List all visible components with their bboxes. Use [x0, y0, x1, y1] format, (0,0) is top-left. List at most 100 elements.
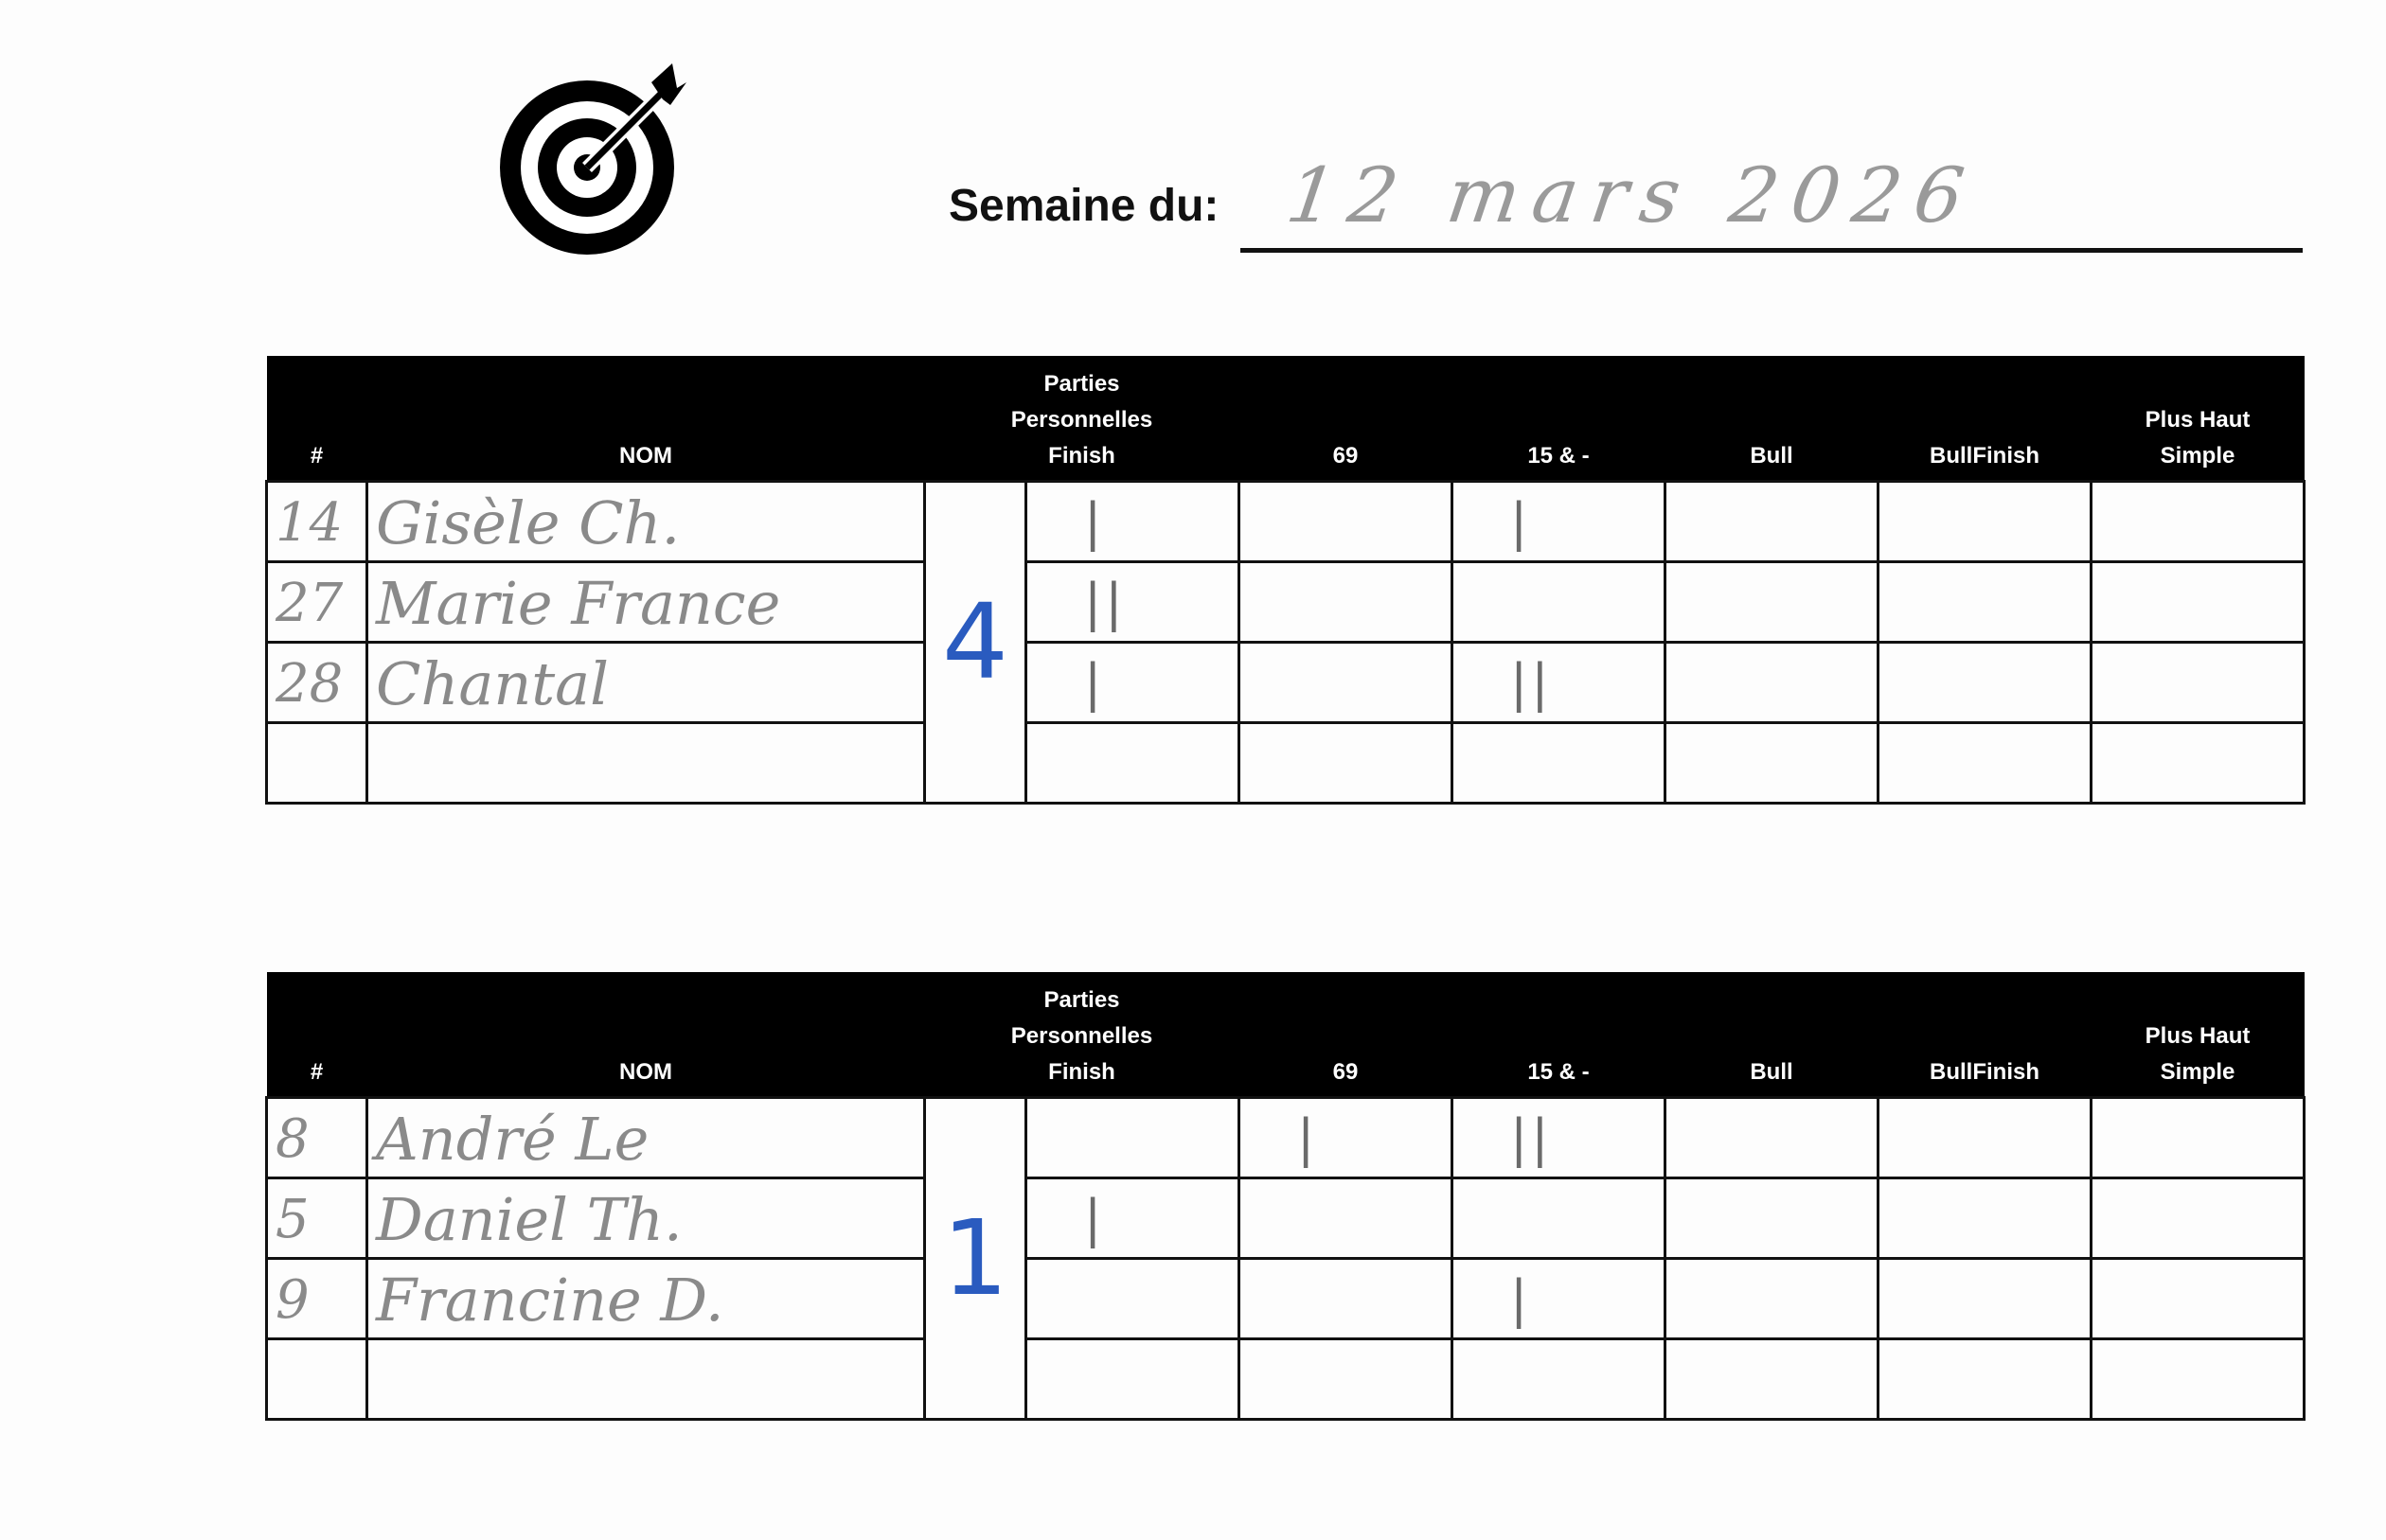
nom-cell[interactable]: Daniel Th. — [365, 1176, 926, 1260]
nom-cell[interactable]: Gisèle Ch. — [365, 479, 926, 563]
bullfinish-cell[interactable] — [1877, 559, 2092, 644]
bull-cell[interactable] — [1664, 640, 1879, 724]
col-bullfinish: BullFinish — [1878, 972, 2092, 1097]
plushaut-cell[interactable] — [2090, 720, 2306, 805]
s69-cell[interactable] — [1238, 1256, 1453, 1340]
s69-cell[interactable] — [1238, 1336, 1453, 1421]
finish-cell[interactable]: || — [1024, 559, 1240, 644]
table-row — [265, 720, 2306, 805]
col-15-moins: 15 & - — [1451, 972, 1665, 1097]
parties-personnelles-cell[interactable]: 1 — [923, 1095, 1027, 1421]
finish-cell[interactable] — [1024, 1256, 1240, 1340]
week-date-handwritten: 12 mars 2026 — [1281, 151, 1983, 239]
plushaut-cell[interactable] — [2090, 559, 2306, 644]
bull-cell[interactable] — [1664, 1336, 1879, 1421]
s15-cell[interactable] — [1451, 559, 1666, 644]
bullfinish-cell[interactable] — [1877, 1336, 2092, 1421]
col-nom: NOM — [366, 972, 925, 1097]
col-69: 69 — [1238, 972, 1452, 1097]
plushaut-cell[interactable] — [2090, 1176, 2306, 1260]
bullfinish-cell[interactable] — [1877, 720, 2092, 805]
num-cell[interactable] — [265, 1336, 368, 1421]
col-bullfinish: BullFinish — [1878, 356, 2092, 481]
col-15-moins: 15 & - — [1451, 356, 1665, 481]
num-cell[interactable]: 8 — [265, 1095, 368, 1179]
plushaut-cell[interactable] — [2090, 479, 2306, 563]
col-plus-haut-simple: Plus Haut Simple — [2091, 972, 2305, 1097]
plushaut-cell[interactable] — [2090, 640, 2306, 724]
s15-cell[interactable]: || — [1451, 640, 1666, 724]
plushaut-cell[interactable] — [2090, 1336, 2306, 1421]
bullfinish-cell[interactable] — [1877, 1256, 2092, 1340]
parties-personnelles-value: 1 — [942, 1197, 1008, 1319]
s15-tally: | — [1510, 491, 1532, 552]
finish-cell[interactable] — [1024, 1336, 1240, 1421]
table-row: 28 Chantal | || — [265, 640, 2306, 724]
finish-cell[interactable]: | — [1024, 640, 1240, 724]
col-finish: Finish — [1048, 442, 1115, 469]
s15-cell[interactable] — [1451, 720, 1666, 805]
bullfinish-cell[interactable] — [1877, 1176, 2092, 1260]
nom-cell[interactable]: André Le — [365, 1095, 926, 1179]
dartboard-target-icon — [500, 63, 686, 255]
week-date-underline — [1240, 248, 2303, 253]
col-69: 69 — [1238, 356, 1452, 481]
player-number: 5 — [276, 1188, 310, 1250]
finish-cell[interactable] — [1024, 720, 1240, 805]
parties-personnelles-cell[interactable]: 4 — [923, 479, 1027, 805]
bullfinish-cell[interactable] — [1877, 640, 2092, 724]
col-parties-line2: Personnelles — [1010, 406, 1153, 433]
table-row: 27 Marie France || — [265, 559, 2306, 644]
s69-cell[interactable] — [1238, 640, 1453, 724]
s69-cell[interactable] — [1238, 559, 1453, 644]
plushaut-cell[interactable] — [2090, 1256, 2306, 1340]
num-cell[interactable] — [265, 720, 368, 805]
s15-cell[interactable]: || — [1451, 1095, 1666, 1179]
header-row: # NOM Parties Personnelles Finish 69 15 & … — [266, 972, 2305, 1097]
player-number: 9 — [276, 1268, 310, 1331]
bull-cell[interactable] — [1664, 1256, 1879, 1340]
table-row — [265, 1336, 2306, 1421]
bullfinish-cell[interactable] — [1877, 1095, 2092, 1179]
nom-cell[interactable]: Marie France — [365, 559, 926, 644]
s15-cell[interactable] — [1451, 1176, 1666, 1260]
s15-cell[interactable]: | — [1451, 1256, 1666, 1340]
nom-cell[interactable]: Chantal — [365, 640, 926, 724]
s15-cell[interactable] — [1451, 1336, 1666, 1421]
team-table-1: # NOM Parties Personnelles Finish 69 15 & … — [265, 356, 2306, 805]
col-parties-line2: Personnelles — [1010, 1022, 1153, 1049]
s69-cell[interactable] — [1238, 1176, 1453, 1260]
col-num: # — [266, 356, 367, 481]
bull-cell[interactable] — [1664, 1095, 1879, 1179]
col-plus-haut-line1: Plus Haut — [2145, 1022, 2251, 1049]
s69-cell[interactable] — [1238, 479, 1453, 563]
col-plus-haut-simple: Plus Haut Simple — [2091, 356, 2305, 481]
num-cell[interactable]: 27 — [265, 559, 368, 644]
bull-cell[interactable] — [1664, 720, 1879, 805]
col-plus-haut-line2: Simple — [2160, 1058, 2235, 1085]
nom-cell[interactable]: Francine D. — [365, 1256, 926, 1340]
bull-cell[interactable] — [1664, 1176, 1879, 1260]
col-plus-haut-line1: Plus Haut — [2145, 406, 2251, 433]
table-row: 5 Daniel Th. | — [265, 1176, 2306, 1260]
s15-cell[interactable]: | — [1451, 479, 1666, 563]
s15-tally: || — [1510, 652, 1553, 713]
bull-cell[interactable] — [1664, 479, 1879, 563]
parties-personnelles-value: 4 — [942, 581, 1008, 702]
nom-cell[interactable] — [365, 1336, 926, 1421]
num-cell[interactable]: 28 — [265, 640, 368, 724]
num-cell[interactable]: 5 — [265, 1176, 368, 1260]
week-label: Semaine du: — [949, 181, 1220, 231]
s69-cell[interactable]: | — [1238, 1095, 1453, 1179]
bullfinish-cell[interactable] — [1877, 479, 2092, 563]
s69-cell[interactable] — [1238, 720, 1453, 805]
num-cell[interactable]: 9 — [265, 1256, 368, 1340]
finish-cell[interactable]: | — [1024, 479, 1240, 563]
finish-tally: | — [1084, 1188, 1106, 1248]
finish-cell[interactable]: | — [1024, 1176, 1240, 1260]
plushaut-cell[interactable] — [2090, 1095, 2306, 1179]
num-cell[interactable]: 14 — [265, 479, 368, 563]
nom-cell[interactable] — [365, 720, 926, 805]
finish-cell[interactable] — [1024, 1095, 1240, 1179]
bull-cell[interactable] — [1664, 559, 1879, 644]
